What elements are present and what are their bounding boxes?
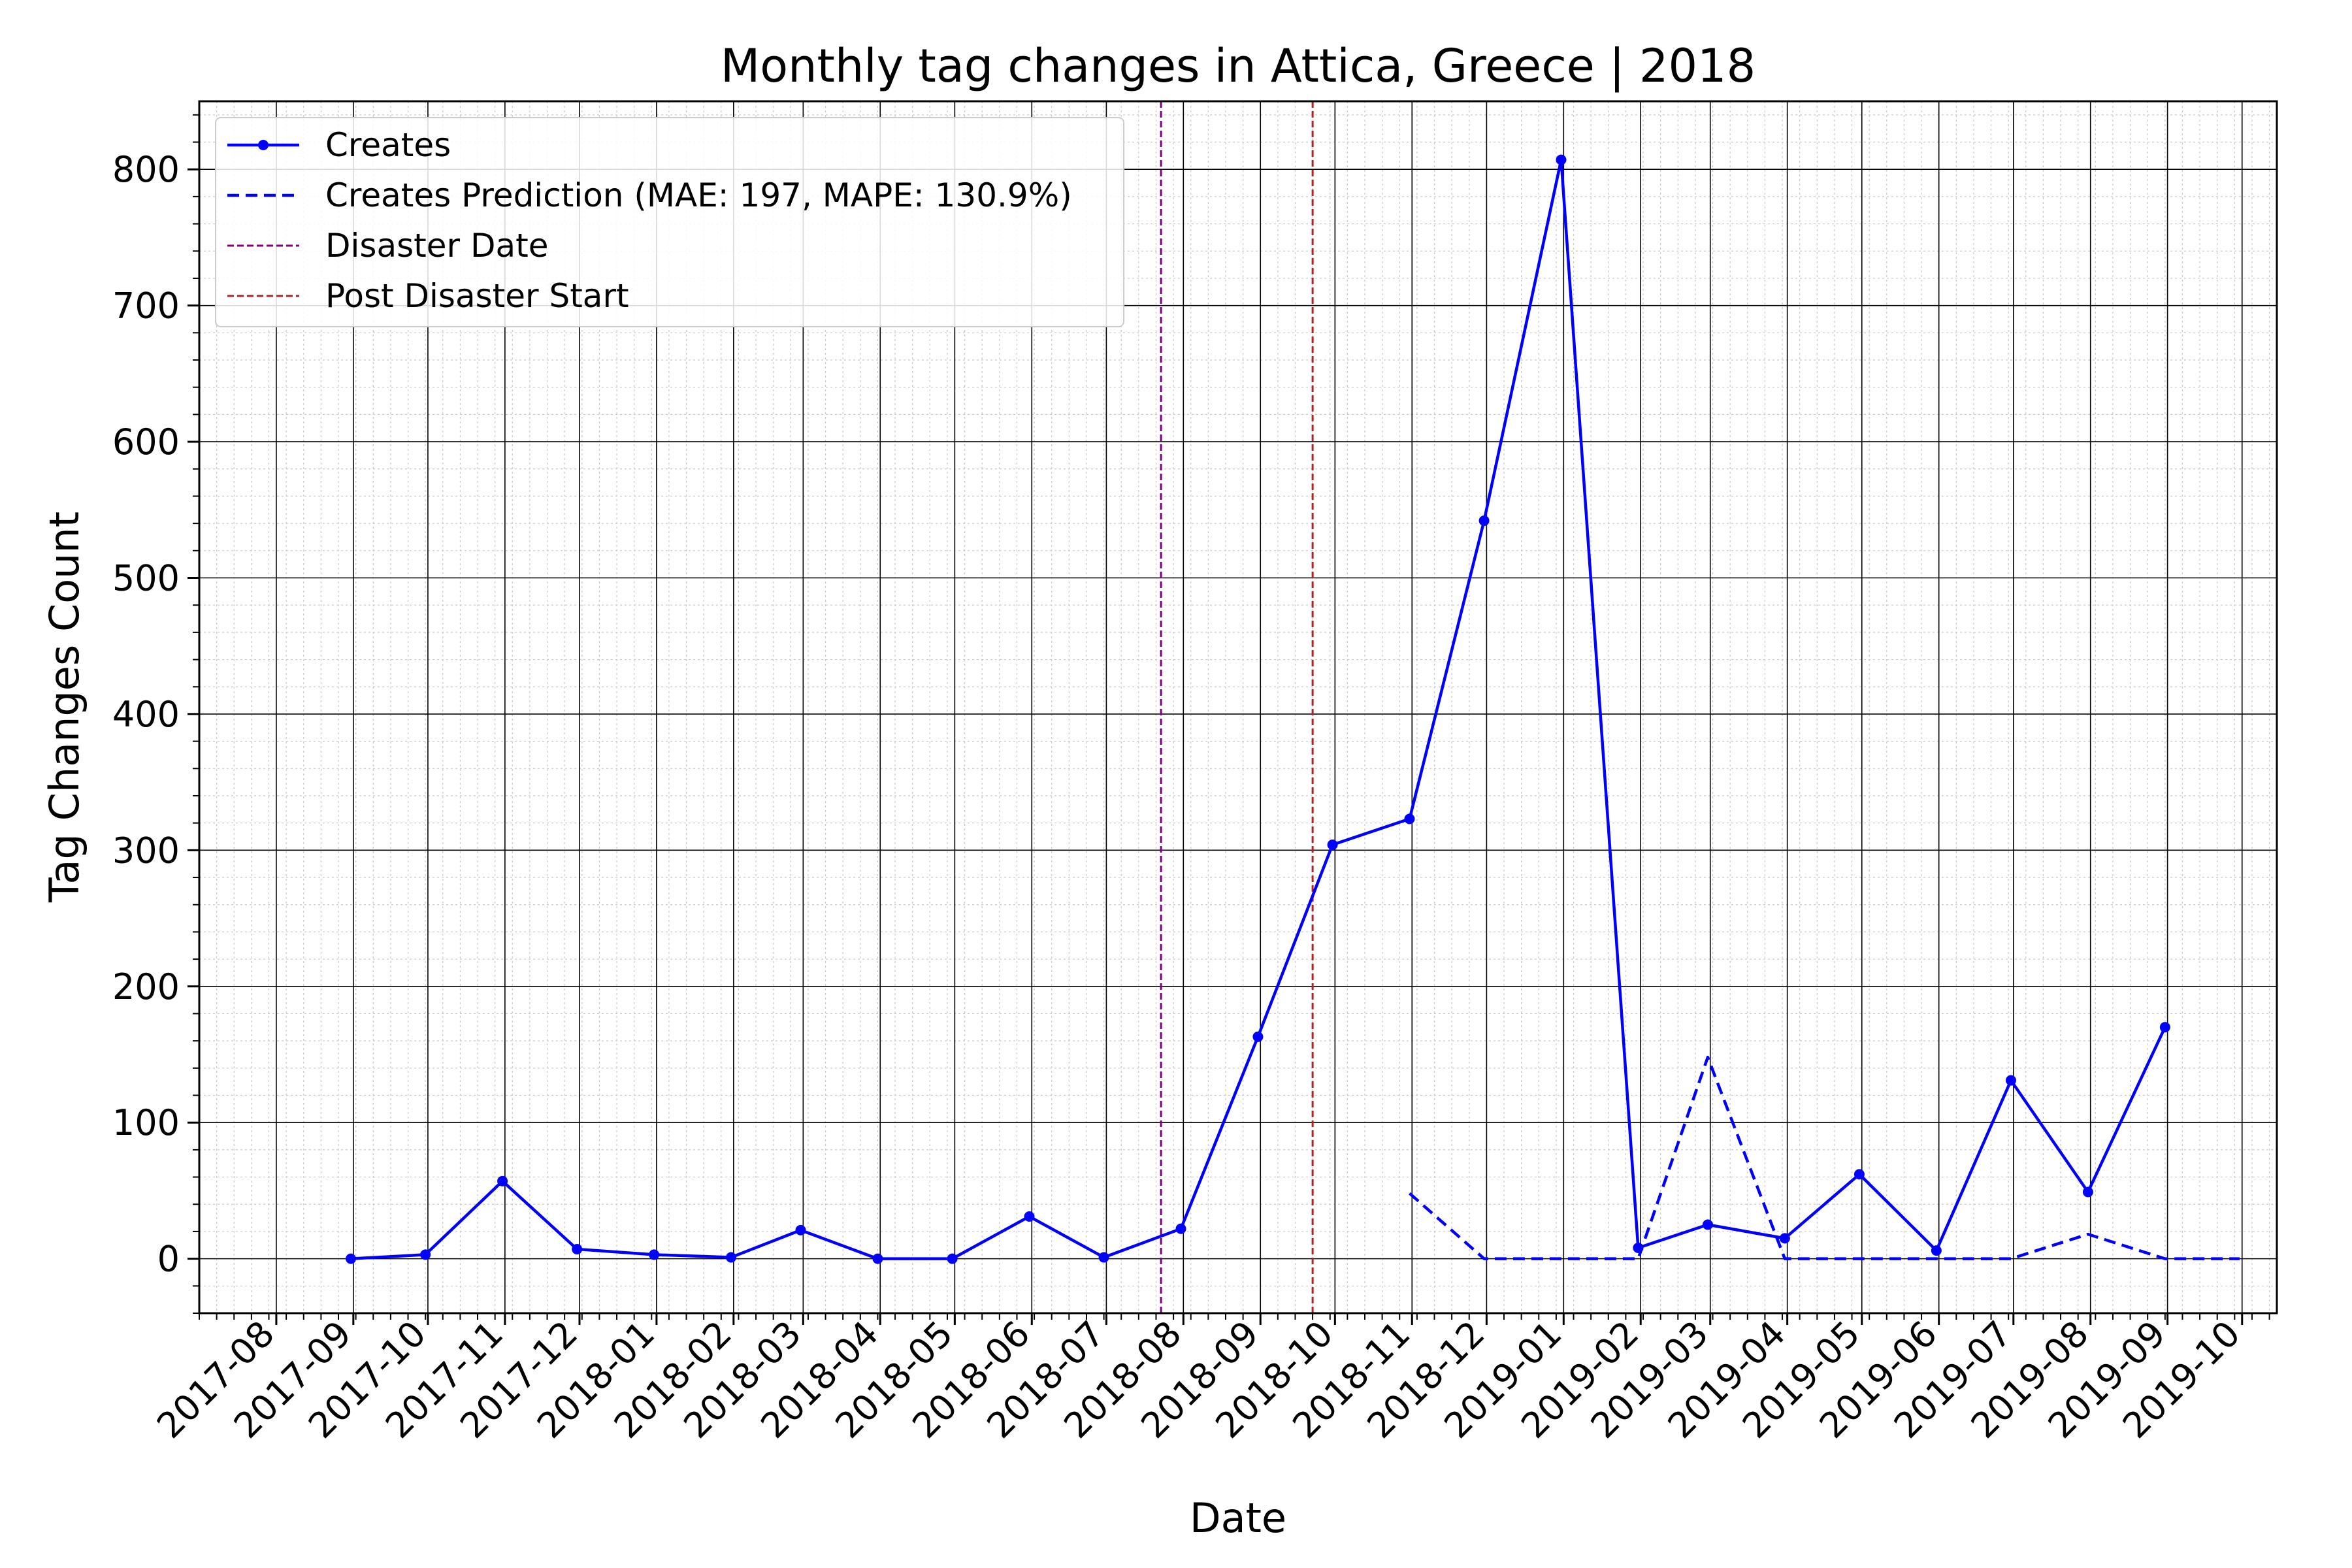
y-tick-label: 600	[112, 421, 180, 463]
legend-label: Disaster Date	[325, 227, 548, 265]
y-tick-label: 700	[112, 286, 180, 327]
data-point	[1175, 1223, 1186, 1234]
data-point	[497, 1175, 508, 1186]
data-point	[1931, 1245, 1942, 1256]
y-tick-label: 200	[112, 966, 180, 1007]
data-point	[726, 1252, 737, 1263]
legend-label: Creates	[325, 126, 451, 164]
data-point	[572, 1244, 583, 1255]
y-tick-label: 500	[112, 557, 180, 598]
data-point	[1779, 1233, 1790, 1244]
data-point	[1098, 1252, 1109, 1263]
y-axis-label: Tag Changes Count	[41, 512, 88, 903]
series-lines	[346, 154, 2240, 1264]
x-axis-label: Date	[1190, 1494, 1286, 1542]
legend: Creates Creates Prediction (MAE: 197, MAP…	[215, 117, 1124, 327]
y-tick-label: 800	[112, 149, 180, 190]
data-point	[346, 1253, 357, 1264]
legend-marker	[258, 140, 269, 150]
legend-label: Post Disaster Start	[325, 277, 629, 315]
data-point	[2005, 1075, 2016, 1086]
data-point	[947, 1253, 958, 1264]
data-point	[872, 1253, 883, 1264]
data-point	[2082, 1186, 2093, 1198]
prediction-line	[1409, 1055, 2240, 1260]
data-point	[795, 1224, 806, 1235]
data-point	[1702, 1219, 1713, 1230]
data-point	[1327, 840, 1338, 851]
plot-frame	[198, 100, 2278, 1315]
chart-title: Monthly tag changes in Attica, Greece | …	[721, 39, 1756, 93]
data-point	[1556, 154, 1567, 165]
data-point	[1478, 515, 1490, 526]
data-point	[420, 1249, 431, 1260]
data-point	[1854, 1169, 1865, 1180]
legend-label: Creates Prediction (MAE: 197, MAPE: 130.…	[325, 176, 1072, 214]
legend-box	[215, 117, 1124, 327]
y-tick-label: 0	[157, 1239, 180, 1280]
data-point	[1252, 1031, 1264, 1042]
data-point	[1404, 813, 1415, 825]
y-tick-label: 100	[112, 1102, 180, 1143]
y-tick-label: 400	[112, 694, 180, 735]
data-point	[649, 1249, 660, 1260]
data-point	[1024, 1211, 1035, 1222]
reference-lines	[1160, 101, 1314, 1313]
data-point	[2159, 1022, 2170, 1033]
y-tick-label: 300	[112, 830, 180, 871]
